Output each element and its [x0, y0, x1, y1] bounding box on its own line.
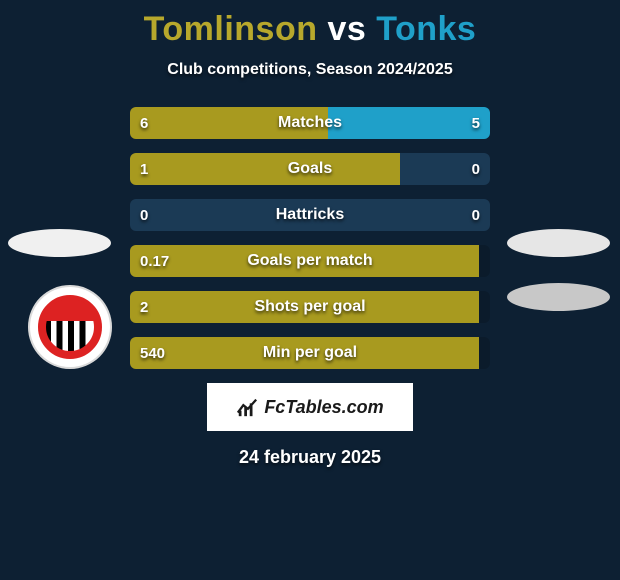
stat-bar-left — [130, 337, 479, 369]
right-slot-1-ellipse — [507, 229, 610, 257]
stat-bar-left — [130, 245, 479, 277]
stat-bar-left — [130, 199, 310, 231]
stat-row: Hattricks00 — [130, 199, 490, 231]
stat-bar-left — [130, 153, 400, 185]
club-crest-top — [46, 299, 94, 321]
stat-row: Min per goal540 — [130, 337, 490, 369]
title-vs: vs — [327, 10, 366, 48]
stat-bar-left — [130, 107, 328, 139]
title-player2: Tonks — [376, 10, 476, 48]
stat-bar-right — [310, 199, 490, 231]
stat-bars: Matches65 Goals10 Hattricks00 Goals per mat… — [130, 107, 490, 369]
left-slot-1-ellipse — [8, 229, 111, 257]
stat-row: Goals10 — [130, 153, 490, 185]
stat-bar-right — [328, 107, 490, 139]
stat-row: Goals per match0.17 — [130, 245, 490, 277]
title-player1: Tomlinson — [144, 10, 318, 48]
page-title: Tomlinson vs Tonks — [0, 0, 620, 49]
brand-badge: FcTables.com — [207, 383, 413, 431]
comparison-panel: Matches65 Goals10 Hattricks00 Goals per mat… — [0, 107, 620, 468]
stat-bar-right — [400, 153, 490, 185]
date-text: 24 february 2025 — [0, 447, 620, 468]
club-crest — [28, 285, 112, 369]
subtitle: Club competitions, Season 2024/2025 — [0, 61, 620, 79]
stat-row: Shots per goal2 — [130, 291, 490, 323]
stat-bar-left — [130, 291, 479, 323]
chart-icon — [236, 396, 258, 418]
right-slot-2-ellipse — [507, 283, 610, 311]
stat-row: Matches65 — [130, 107, 490, 139]
club-crest-stripes — [38, 295, 102, 359]
brand-text: FcTables.com — [264, 397, 383, 418]
